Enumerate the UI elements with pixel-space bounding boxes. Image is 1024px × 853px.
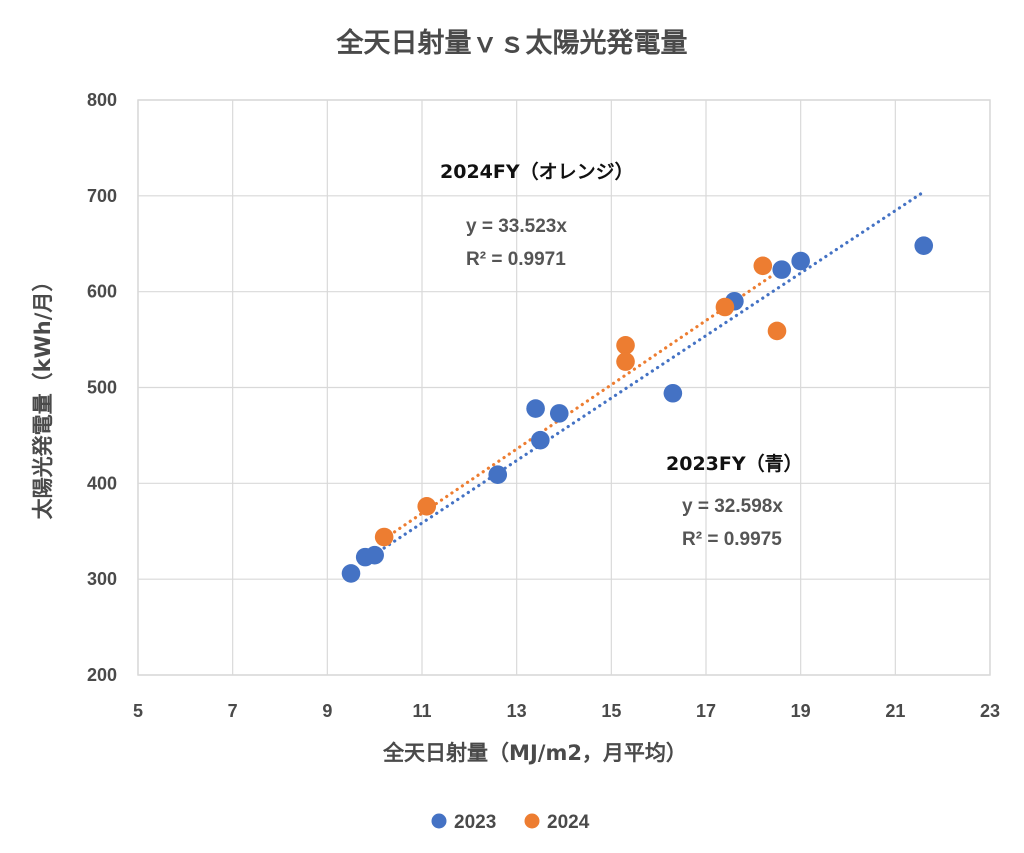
data-point-2024 [616,352,635,371]
x-tick-label: 13 [507,701,527,721]
data-point-2023 [914,236,934,255]
x-tick-label: 11 [412,701,431,721]
plot-border [137,99,991,676]
annotation-2024-r2: R² = 0.9971 [466,249,566,270]
x-tick-label: 21 [885,701,905,721]
data-point-2023 [663,383,683,403]
data-point-2023 [791,251,810,271]
plot-frame [137,99,991,676]
y-tick-label: 300 [87,569,117,589]
tick-labels: 5 7 9 11 13 15 17 19 21 23 200 300 400 500 600 700 800 [87,90,1000,721]
annotation-2024-equation: y = 33.523x [466,216,567,237]
legend-label-2024: 2024 [547,812,590,833]
y-tick-label: 700 [87,186,117,206]
x-tick-label: 15 [601,701,621,721]
y-axis-title: 太陽光発電量（kWh/月） [31,271,55,520]
y-tick-label: 600 [87,282,117,302]
legend-marker-2023 [431,813,447,829]
data-point-2023 [488,465,508,485]
data-points [341,236,934,583]
data-point-2023 [549,404,569,423]
legend: 2023 2024 [431,812,590,833]
data-point-2024 [715,297,735,317]
annotation-2024-label: 2024FY（オレンジ） [440,160,634,183]
trendlines [382,190,926,550]
data-point-2024 [616,336,635,355]
data-point-2024 [374,527,394,547]
x-tick-label: 9 [322,701,332,721]
data-point-2023 [772,260,792,279]
trendline-2024 [382,270,779,541]
data-point-2023 [341,564,361,583]
data-point-2024 [753,256,773,276]
x-tick-label: 17 [696,701,716,721]
data-point-2023 [531,430,550,450]
y-tick-label: 800 [87,90,117,110]
legend-marker-2024 [524,813,540,829]
annotation-2024: 2024FY（オレンジ） y = 33.523x R² = 0.9971 [440,160,634,270]
data-point-2023 [526,399,545,418]
data-point-2024 [767,321,787,341]
legend-label-2023: 2023 [454,812,496,833]
annotation-2023-equation: y = 32.598x [682,496,783,517]
y-tick-label: 400 [87,473,117,493]
annotation-2023: 2023FY（青） y = 32.598x R² = 0.9975 [666,452,803,550]
x-tick-label: 23 [980,701,1000,721]
x-tick-label: 19 [791,701,811,721]
annotation-2023-label: 2023FY（青） [666,452,803,475]
data-point-2023 [365,545,384,565]
trendline-2023 [382,190,926,550]
x-tick-label: 7 [228,701,238,721]
chart-title: 全天日射量ｖｓ太陽光発電量 [336,27,688,59]
data-point-2024 [417,497,437,516]
y-tick-label: 500 [87,378,117,398]
annotation-2023-r2: R² = 0.9975 [682,529,782,550]
y-tick-label: 200 [87,665,117,685]
x-axis-title: 全天日射量（MJ/m2，月平均） [382,741,687,765]
x-tick-label: 5 [133,701,143,721]
